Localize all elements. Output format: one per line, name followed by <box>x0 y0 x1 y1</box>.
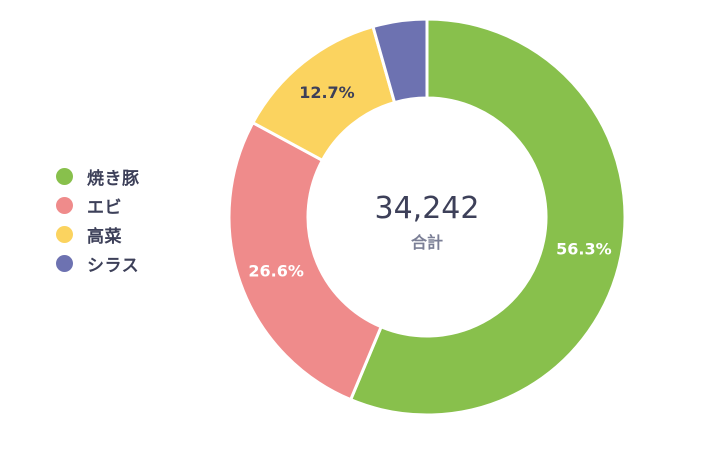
legend-swatch <box>56 226 73 243</box>
slice-3 <box>371 17 429 105</box>
legend-label: エビ <box>87 198 122 218</box>
legend-item-chashu: 焼き豚 <box>56 162 140 191</box>
total-value: 34,242 <box>375 191 480 226</box>
slice-labels: 56.3% 26.6% 12.7% <box>248 83 611 280</box>
total-label: 合計 <box>411 233 443 252</box>
legend-label: 焼き豚 <box>87 169 140 189</box>
legend-item-shirasu: シラス <box>56 249 140 278</box>
legend-item-takana: 高菜 <box>56 220 140 249</box>
slice-1 <box>227 120 384 402</box>
legend-label: シラス <box>87 256 140 276</box>
legend-swatch <box>56 197 73 214</box>
legend-swatch <box>56 255 73 272</box>
legend-label: 高菜 <box>87 227 122 247</box>
legend-swatch <box>56 168 73 185</box>
donut-slices <box>227 17 627 417</box>
legend-item-shrimp: エビ <box>56 191 140 220</box>
slice-label-2: 12.7% <box>299 83 355 102</box>
slice-0 <box>348 17 627 417</box>
legend: 焼き豚 エビ 高菜 シラス <box>56 162 140 278</box>
slice-label-0: 56.3% <box>556 239 612 258</box>
slice-label-1: 26.6% <box>248 261 304 280</box>
